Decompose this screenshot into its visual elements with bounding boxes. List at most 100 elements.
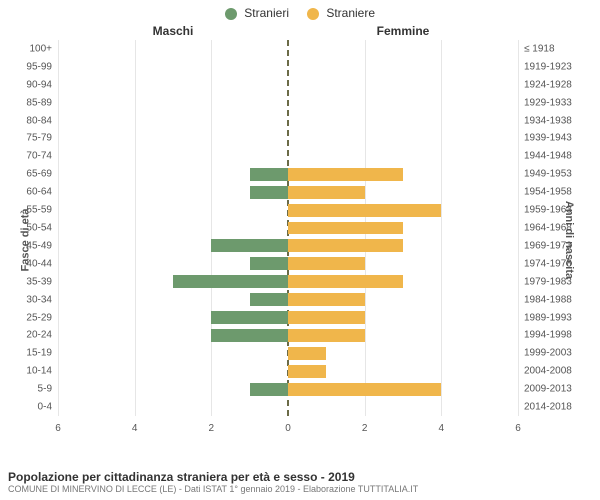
population-pyramid: Fasce di età Anni di nascita 6420246100+… [0,40,600,440]
bar-female [288,311,365,324]
age-row: 40-441974-1978 [58,255,518,273]
bar-female [288,365,326,378]
bar-female [288,383,441,396]
birth-label: 1949-1953 [518,169,572,180]
x-tick-label: 4 [132,423,138,434]
age-label: 80-84 [26,115,58,126]
bar-female [288,168,403,181]
age-row: 95-991919-1923 [58,58,518,76]
age-label: 30-34 [26,294,58,305]
swatch-female [307,8,319,20]
legend-item-male: Stranieri [225,6,289,20]
x-tick-label: 2 [209,423,215,434]
bar-female [288,239,403,252]
age-row: 0-42014-2018 [58,398,518,416]
bar-female [288,257,365,270]
birth-label: 1999-2003 [518,348,572,359]
age-label: 95-99 [26,61,58,72]
age-label: 40-44 [26,258,58,269]
legend-label-male: Stranieri [244,6,289,20]
birth-label: 1959-1963 [518,205,572,216]
x-tick-label: 6 [55,423,61,434]
age-label: 60-64 [26,187,58,198]
birth-label: 1954-1958 [518,187,572,198]
bar-female [288,204,441,217]
age-label: 10-14 [26,366,58,377]
birth-label: 1974-1978 [518,258,572,269]
age-row: 55-591959-1963 [58,201,518,219]
bar-female [288,347,326,360]
birth-label: 1944-1948 [518,151,572,162]
bar-male [173,275,288,288]
bar-female [288,293,365,306]
birth-label: 1994-1998 [518,330,572,341]
age-label: 100+ [29,43,58,54]
age-label: 15-19 [26,348,58,359]
bar-female [288,222,403,235]
birth-label: 1989-1993 [518,312,572,323]
birth-label: 1964-1968 [518,222,572,233]
birth-label: 2009-2013 [518,384,572,395]
age-row: 15-191999-2003 [58,344,518,362]
age-label: 25-29 [26,312,58,323]
birth-label: 2014-2018 [518,402,572,413]
legend: Stranieri Straniere [0,0,600,20]
col-header-female: Femmine [288,24,518,38]
x-tick-label: 0 [285,423,291,434]
age-label: 70-74 [26,151,58,162]
age-label: 0-4 [38,402,58,413]
age-label: 55-59 [26,205,58,216]
age-row: 45-491969-1973 [58,237,518,255]
x-tick-label: 2 [362,423,368,434]
column-headers: Maschi Femmine [0,20,600,40]
birth-label: 1934-1938 [518,115,572,126]
age-row: 10-142004-2008 [58,362,518,380]
age-label: 90-94 [26,79,58,90]
bar-male [250,168,288,181]
age-row: 85-891929-1933 [58,94,518,112]
bar-female [288,186,365,199]
bar-male [250,186,288,199]
birth-label: 1924-1928 [518,79,572,90]
bar-female [288,275,403,288]
birth-label: 1969-1973 [518,240,572,251]
age-row: 20-241994-1998 [58,326,518,344]
birth-label: 1939-1943 [518,133,572,144]
legend-label-female: Straniere [326,6,375,20]
age-row: 30-341984-1988 [58,291,518,309]
age-label: 20-24 [26,330,58,341]
bar-male [211,239,288,252]
birth-label: 1979-1983 [518,276,572,287]
age-label: 50-54 [26,222,58,233]
age-row: 65-691949-1953 [58,165,518,183]
bar-male [250,257,288,270]
age-row: 90-941924-1928 [58,76,518,94]
birth-label: 1929-1933 [518,97,572,108]
age-label: 85-89 [26,97,58,108]
age-row: 35-391979-1983 [58,273,518,291]
age-row: 80-841934-1938 [58,112,518,130]
bar-male [250,293,288,306]
bar-male [250,383,288,396]
age-label: 75-79 [26,133,58,144]
x-tick-label: 6 [515,423,521,434]
bar-male [211,311,288,324]
age-label: 65-69 [26,169,58,180]
bar-female [288,329,365,342]
birth-label: 2004-2008 [518,366,572,377]
footer-subtitle: COMUNE DI MINERVINO DI LECCE (LE) - Dati… [8,484,418,494]
birth-label: 1919-1923 [518,61,572,72]
x-tick-label: 4 [439,423,445,434]
footer: Popolazione per cittadinanza straniera p… [8,470,418,494]
age-label: 35-39 [26,276,58,287]
age-row: 60-641954-1958 [58,183,518,201]
age-row: 75-791939-1943 [58,130,518,148]
legend-item-female: Straniere [307,6,375,20]
age-row: 100+≤ 1918 [58,40,518,58]
age-row: 70-741944-1948 [58,147,518,165]
age-row: 25-291989-1993 [58,309,518,327]
birth-label: 1984-1988 [518,294,572,305]
swatch-male [225,8,237,20]
age-label: 5-9 [38,384,58,395]
age-label: 45-49 [26,240,58,251]
